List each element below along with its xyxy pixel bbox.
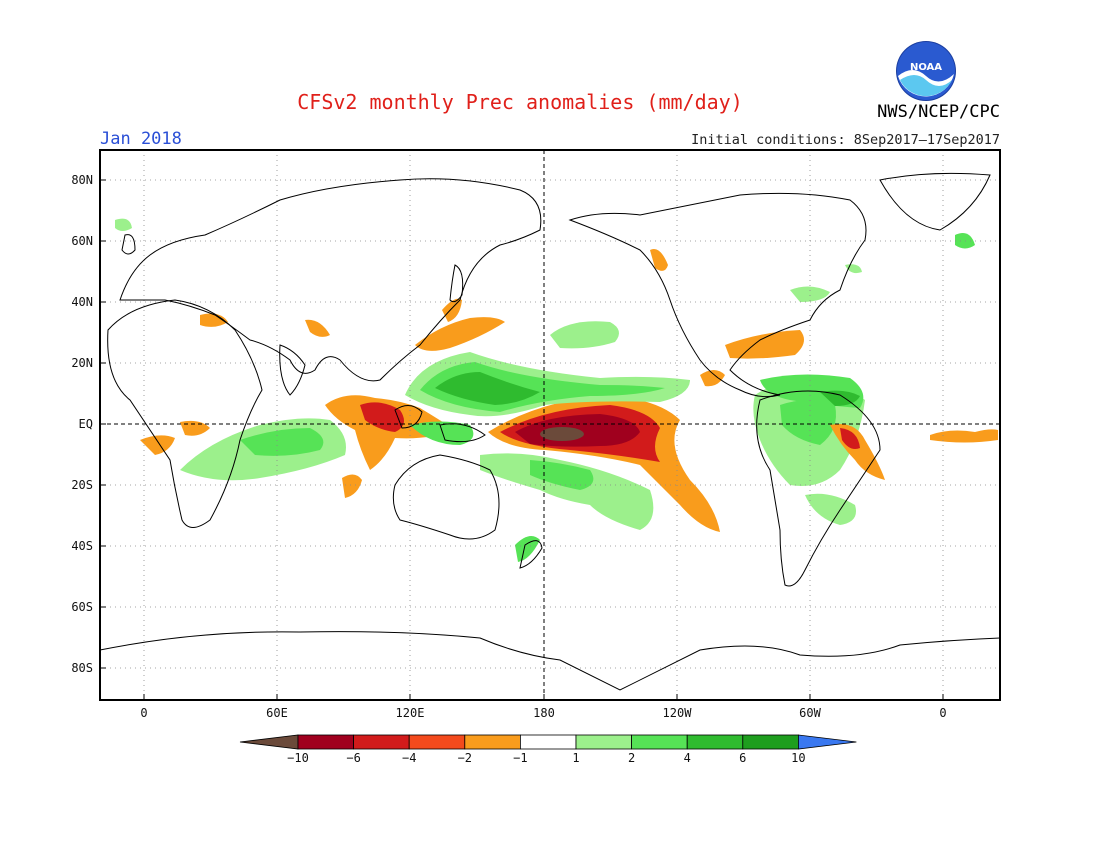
anomaly-japan-dry [442,298,462,322]
colorbar-tick-label: −6 [346,751,360,765]
coast-africa [107,299,263,528]
colorbar-tick-label: 10 [791,751,805,765]
anomaly-npac-dry-1 [415,317,505,351]
lon-label: 120W [663,706,693,720]
anomaly-shading [115,218,998,562]
map-grid [100,150,1000,700]
lat-label: 60S [71,600,93,614]
anomaly-mexico-dry [700,370,725,387]
colorbar-segment [686,734,744,750]
coast-south-america [756,390,881,587]
colorbar-segment [297,734,354,750]
colorbar-arrow-low [239,734,299,750]
anomaly-india-dry [305,319,330,337]
anomaly-pacific-dry-peak [540,427,584,441]
coast-newguinea [439,423,486,443]
colorbar-tick-label: 1 [572,751,579,765]
colorbar-segment [742,734,799,750]
map-frame [99,149,1001,701]
colorbar-segment [353,734,410,750]
forecast-period: Jan 2018 [100,129,182,149]
color-bar: −10 −6 −4 −2 −1 1 2 4 6 10 [239,734,857,765]
anomaly-sumatra-dry [342,474,362,498]
colorbar-segment [631,734,688,750]
lon-label: 60E [266,706,288,720]
anomaly-wp-wet [410,421,474,445]
noaa-logo: NOAA [896,41,956,101]
anomaly-med-dry [200,313,228,327]
coast-greenland [879,172,991,231]
colorbar-tick-label: 2 [628,751,635,765]
lat-label: 20N [71,356,93,370]
anomaly-us-wet [790,286,830,302]
initial-conditions: Initial conditions: 8Sep2017–17Sep2017 [691,132,1000,148]
anomaly-se-south-america-wet [805,493,856,525]
lon-label: 0 [939,706,946,720]
anomaly-atlantic-dry [930,429,998,443]
lon-label: 60W [799,706,821,720]
coast-eurasia [119,178,542,382]
colorbar-tick-label: −1 [513,751,527,765]
agency-label: NWS/NCEP/CPC [877,102,1000,122]
coast-north-america [568,192,867,398]
coastlines [99,172,1001,691]
colorbar-segment [464,734,521,750]
map-title: CFSv2 monthly Prec anomalies (mm/day) [297,90,743,114]
lon-label: 120E [396,706,425,720]
anomaly-maritime-dry-core [360,402,404,432]
coast-australia [392,454,500,540]
anomaly-nz-wet [515,536,540,562]
anomaly-eafrica-dry [180,420,210,436]
coast-borneo [394,405,423,429]
anomaly-indian-wet-core [240,428,324,456]
coast-antarctica [99,631,1001,691]
lon-label: 0 [140,706,147,720]
colorbar-tick-label: 6 [739,751,746,765]
anomaly-amazon-wet-core [780,400,836,445]
lat-label: 80N [71,173,93,187]
colorbar-tick-label: −2 [458,751,472,765]
colorbar-segment [408,734,466,750]
coast-uk [121,234,136,255]
anomaly-nw-dry [650,249,668,271]
lat-label: EQ [79,417,93,431]
colorbar-tick-label: −10 [287,751,309,765]
anomaly-npac-wet-core [435,372,540,405]
lat-label: 40N [71,295,93,309]
lat-label: 20S [71,478,93,492]
anomaly-africa-dry [140,435,175,455]
anomaly-spac-wet-core [530,460,594,490]
anomaly-spac-wet-outer [480,453,654,530]
lat-label: 80S [71,661,93,675]
colorbar-segment [520,734,577,750]
longitude-labels: 0 60E 120E 180 120W 60W 0 [140,694,947,720]
latitude-labels: 80N 60N 40N 20N EQ 20S 40S 60S 80S [71,173,106,675]
anomaly-cnp-wet [550,321,619,349]
colorbar-tick-label: −4 [402,751,416,765]
anomaly-gulf-dry [725,330,804,359]
anomaly-maritime-dry-outer [325,395,455,470]
coast-nz [519,540,543,569]
lon-label: 180 [533,706,555,720]
lat-label: 60N [71,234,93,248]
colorbar-tick-label: 4 [684,751,691,765]
lat-label: 40S [71,539,93,553]
coast-india [279,344,306,396]
logo-text: NOAA [910,62,942,73]
colorbar-arrow-high [798,734,857,750]
coast-japan [449,264,464,303]
anomaly-uk-wet [115,218,132,231]
anomaly-ne-brazil-dry-core [840,428,860,449]
colorbar-segment [575,734,632,750]
